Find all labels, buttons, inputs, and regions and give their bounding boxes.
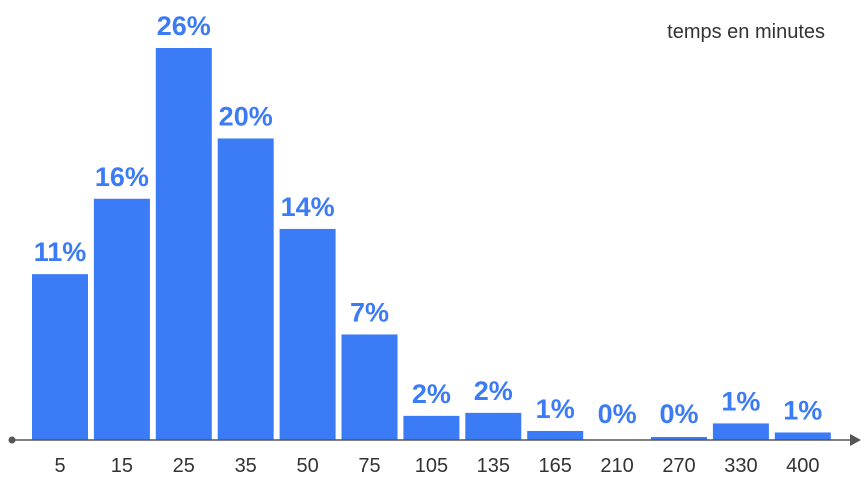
value-label-105: 2% (412, 379, 451, 409)
x-axis-origin-dot (8, 436, 16, 444)
bar-25 (155, 48, 212, 440)
x-tick-label-75: 75 (358, 455, 380, 477)
x-tick-label-15: 15 (111, 455, 133, 477)
unit-label: temps en minutes (667, 21, 825, 43)
x-tick-label-210: 210 (600, 455, 633, 477)
bar-50 (279, 228, 336, 440)
x-tick-label-5: 5 (54, 455, 65, 477)
bar-35 (217, 138, 274, 440)
bar-400 (774, 432, 831, 440)
value-label-75: 7% (350, 297, 389, 327)
x-tick-label-400: 400 (786, 455, 819, 477)
bar-5 (32, 274, 88, 440)
value-label-400: 1% (783, 395, 822, 425)
bar-105 (403, 415, 460, 440)
bar-270 (651, 436, 707, 440)
x-tick-label-330: 330 (724, 455, 757, 477)
value-label-15: 16% (95, 162, 149, 192)
x-tick-label-270: 270 (662, 455, 695, 477)
bar-75 (341, 334, 398, 440)
x-tick-label-135: 135 (477, 455, 510, 477)
value-label-210: 0% (598, 399, 637, 429)
value-labels-group: 11% 16% 26% 20% 14% 7% 2% 2% 1% 0% 0% 1% 1% (34, 11, 823, 429)
value-label-135: 2% (474, 376, 513, 406)
x-tick-label-50: 50 (296, 455, 318, 477)
value-label-50: 14% (281, 192, 335, 222)
value-label-5: 11% (34, 237, 87, 267)
x-tick-label-165: 165 (539, 455, 572, 477)
value-label-270: 0% (659, 399, 698, 429)
x-axis-arrow-icon (850, 434, 861, 446)
bar-165 (527, 430, 584, 440)
value-label-25: 26% (157, 11, 211, 41)
x-tick-labels-group: 5 15 25 35 50 75 105 135 165 210 270 330 400 (54, 455, 819, 477)
x-tick-label-105: 105 (415, 455, 448, 477)
bar-135 (465, 412, 522, 440)
value-label-35: 20% (219, 101, 273, 131)
value-label-330: 1% (721, 386, 760, 416)
x-tick-label-35: 35 (235, 455, 257, 477)
bar-330 (712, 423, 769, 440)
x-tick-label-25: 25 (173, 455, 195, 477)
bars-group (32, 48, 831, 440)
bar-15 (93, 198, 150, 440)
value-label-165: 1% (536, 394, 575, 424)
